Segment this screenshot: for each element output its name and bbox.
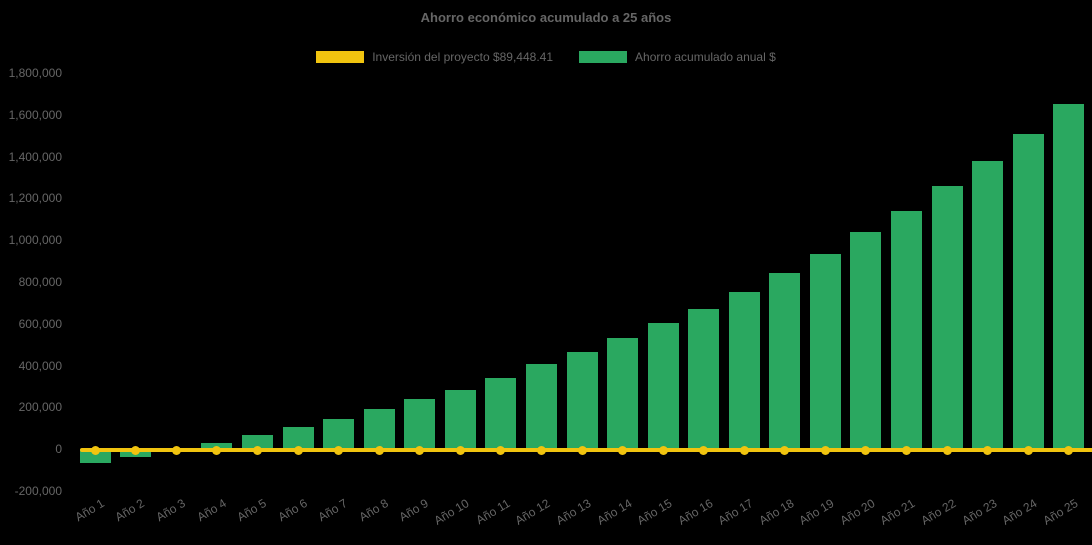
x-tick-label: Año 4 (194, 496, 229, 525)
investment-line-point[interactable] (901, 445, 911, 455)
legend-label-inversion: Inversión del proyecto $89,448.41 (372, 50, 554, 64)
bar-ano-6[interactable] (282, 427, 314, 450)
bar-ano-18[interactable] (769, 272, 801, 450)
y-tick-label: 1,600,000 (8, 107, 62, 122)
investment-line-point[interactable] (739, 445, 749, 455)
bar-ano-5[interactable] (242, 435, 274, 450)
investment-line-point[interactable] (1023, 445, 1033, 455)
x-tick-label: Año 9 (397, 496, 432, 525)
x-tick-label: Año 15 (634, 496, 675, 528)
bar-ano-24[interactable] (1012, 133, 1044, 450)
bar-ano-7[interactable] (323, 419, 355, 450)
x-tick-label: Año 24 (999, 496, 1040, 528)
investment-line-point[interactable] (618, 445, 628, 455)
bar-ano-17[interactable] (728, 292, 760, 450)
investment-line-point[interactable] (536, 445, 546, 455)
bar-ano-16[interactable] (688, 308, 720, 450)
x-tick-label: Año 17 (715, 496, 756, 528)
bar-ano-13[interactable] (566, 352, 598, 450)
bar-ano-19[interactable] (809, 253, 841, 450)
bar-ano-12[interactable] (525, 364, 557, 450)
chart-legend: Inversión del proyecto $89,448.41 Ahorro… (0, 50, 1092, 64)
bar-ano-10[interactable] (444, 389, 476, 450)
x-tick-label: Año 5 (234, 496, 269, 525)
y-tick-label: 1,400,000 (8, 149, 62, 164)
investment-line-point[interactable] (171, 445, 181, 455)
investment-line-point[interactable] (861, 445, 871, 455)
investment-line-point[interactable] (334, 445, 344, 455)
investment-line-point[interactable] (455, 445, 465, 455)
legend-label-ahorro: Ahorro acumulado anual $ (635, 50, 776, 64)
x-tick-label: Año 19 (796, 496, 837, 528)
y-tick-label: 200,000 (18, 400, 62, 415)
bar-ano-1[interactable] (79, 449, 111, 463)
investment-line-point[interactable] (577, 445, 587, 455)
x-tick-label: Año 25 (1040, 496, 1081, 528)
investment-line-point[interactable] (780, 445, 790, 455)
x-tick-label: Año 10 (431, 496, 472, 528)
investment-line-point[interactable] (131, 445, 141, 455)
x-tick-label: Año 13 (553, 496, 594, 528)
y-tick-label: -200,000 (14, 484, 62, 498)
bar-ano-9[interactable] (404, 399, 436, 450)
y-tick-label: 1,800,000 (8, 66, 62, 80)
x-tick-label: Año 14 (594, 496, 634, 528)
investment-line-point[interactable] (699, 445, 709, 455)
bar-ano-22[interactable] (931, 185, 963, 450)
x-tick-label: Año 21 (878, 496, 918, 528)
legend-swatch-ahorro (579, 51, 628, 63)
investment-line-point[interactable] (90, 445, 100, 455)
investment-line-point[interactable] (1064, 445, 1074, 455)
investment-line-point[interactable] (942, 445, 952, 455)
y-tick-label: 400,000 (18, 358, 62, 373)
x-tick-label: Año 22 (918, 496, 959, 528)
investment-line-point[interactable] (496, 445, 506, 455)
investment-line-point[interactable] (374, 445, 384, 455)
legend-swatch-inversion (316, 51, 365, 63)
y-tick-label: 1,200,000 (8, 191, 62, 206)
investment-line-point[interactable] (212, 445, 222, 455)
x-tick-label: Año 11 (473, 496, 513, 528)
investment-line-point[interactable] (293, 445, 303, 455)
x-tick-label: Año 6 (275, 496, 310, 525)
bar-ano-25[interactable] (1053, 104, 1085, 450)
x-tick-label: Año 12 (512, 496, 553, 528)
bar-ano-15[interactable] (647, 323, 679, 450)
bar-ano-21[interactable] (890, 210, 922, 450)
x-tick-label: Año 8 (356, 496, 391, 525)
y-tick-label: 1,000,000 (8, 233, 62, 248)
chart-title: Ahorro económico acumulado a 25 años (420, 10, 672, 25)
x-tick-label: Año 7 (315, 496, 350, 525)
investment-line-point[interactable] (983, 445, 993, 455)
bar-ano-8[interactable] (363, 409, 395, 450)
x-tick-label: Año 20 (837, 496, 878, 528)
legend-item-ahorro[interactable]: Ahorro acumulado anual $ (579, 50, 776, 64)
investment-line-point[interactable] (820, 445, 830, 455)
bar-ano-11[interactable] (485, 377, 517, 450)
investment-line-point[interactable] (658, 445, 668, 455)
y-tick-label: 800,000 (18, 275, 62, 289)
x-tick-label: Año 3 (153, 496, 188, 525)
x-tick-label: Año 23 (959, 496, 999, 528)
y-tick-label: 0 (55, 442, 62, 457)
bar-ano-20[interactable] (850, 231, 882, 450)
x-tick-label: Año 1 (72, 496, 107, 525)
investment-line-point[interactable] (253, 445, 263, 455)
x-tick-label: Año 18 (756, 496, 797, 528)
bar-ano-14[interactable] (607, 338, 639, 450)
x-tick-label: Año 16 (675, 496, 716, 528)
y-tick-label: 600,000 (18, 316, 62, 331)
investment-line-point[interactable] (415, 445, 425, 455)
bar-ano-23[interactable] (972, 160, 1004, 450)
x-tick-label: Año 2 (113, 496, 148, 525)
legend-item-inversion[interactable]: Inversión del proyecto $89,448.41 (316, 50, 553, 64)
